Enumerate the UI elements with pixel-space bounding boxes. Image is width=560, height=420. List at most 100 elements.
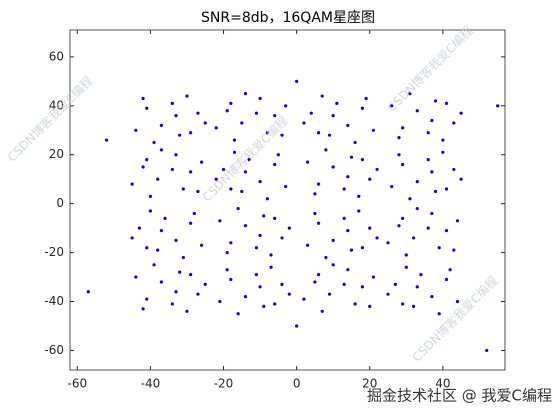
point	[189, 170, 193, 174]
point	[284, 104, 288, 108]
point	[104, 138, 109, 142]
point	[426, 131, 430, 135]
point	[390, 184, 394, 189]
point	[262, 304, 266, 309]
point	[357, 209, 361, 213]
point	[295, 324, 299, 328]
x-tick-label: -40	[141, 377, 161, 391]
point	[306, 243, 310, 247]
point	[309, 111, 313, 115]
point	[331, 263, 335, 267]
point	[265, 197, 269, 201]
point	[240, 189, 244, 194]
point	[415, 285, 419, 289]
point	[441, 138, 445, 142]
point	[148, 209, 153, 213]
point	[130, 182, 134, 186]
point	[444, 187, 449, 191]
point	[159, 148, 163, 152]
point	[415, 206, 419, 211]
point	[236, 206, 240, 211]
x-tick-label: 40	[435, 377, 450, 391]
point	[141, 96, 145, 101]
point	[265, 131, 269, 135]
point	[258, 285, 262, 289]
point	[455, 299, 460, 304]
point	[346, 175, 350, 179]
point	[324, 148, 328, 152]
point	[342, 216, 346, 220]
x-tick-label: -60	[68, 377, 88, 391]
point	[134, 128, 138, 132]
point	[313, 280, 317, 284]
point	[218, 299, 222, 304]
point	[415, 180, 419, 184]
point	[254, 246, 259, 250]
point	[353, 140, 357, 145]
point	[393, 282, 397, 286]
point	[324, 255, 328, 260]
point	[214, 177, 218, 181]
point	[280, 282, 284, 286]
point	[229, 277, 233, 282]
point	[174, 290, 178, 294]
chart-title: SNR=8db，16QAM星座图	[201, 10, 375, 26]
point	[181, 187, 185, 191]
point	[243, 224, 248, 228]
point	[459, 111, 463, 115]
point	[287, 226, 291, 230]
point	[371, 275, 376, 279]
point	[459, 177, 463, 181]
point	[156, 248, 160, 252]
point	[316, 221, 321, 225]
point	[331, 165, 335, 169]
point	[258, 180, 262, 184]
point	[455, 219, 460, 223]
point	[401, 126, 405, 130]
point	[444, 228, 449, 233]
point	[137, 226, 142, 230]
point	[156, 177, 160, 181]
point	[320, 309, 324, 313]
point	[346, 123, 350, 127]
point	[316, 182, 321, 186]
point	[485, 348, 489, 353]
point	[302, 121, 306, 125]
point	[331, 238, 335, 242]
point	[415, 109, 419, 113]
y-tick-label: 60	[49, 49, 64, 63]
point	[295, 79, 299, 83]
point	[185, 309, 189, 313]
point	[397, 153, 401, 157]
point	[360, 285, 365, 289]
point	[258, 233, 262, 238]
point	[437, 246, 441, 250]
point	[444, 277, 449, 282]
point	[189, 221, 193, 225]
point	[302, 297, 306, 301]
point	[86, 290, 90, 294]
point	[178, 270, 182, 274]
point	[145, 106, 149, 110]
point	[430, 170, 434, 174]
point	[316, 273, 321, 277]
point	[141, 165, 145, 169]
point	[178, 133, 182, 137]
point	[360, 106, 365, 110]
point	[342, 282, 346, 286]
y-tick-label: -40	[44, 294, 64, 308]
point	[496, 104, 500, 108]
y-tick-label: 20	[49, 147, 64, 161]
point	[452, 167, 456, 172]
point	[189, 273, 193, 277]
point	[240, 121, 244, 125]
point	[368, 226, 372, 230]
point	[404, 253, 408, 257]
point	[225, 109, 229, 113]
point	[316, 131, 321, 135]
point	[203, 282, 207, 286]
point	[430, 118, 434, 123]
point	[181, 255, 185, 260]
point	[346, 268, 350, 272]
point	[152, 140, 156, 145]
